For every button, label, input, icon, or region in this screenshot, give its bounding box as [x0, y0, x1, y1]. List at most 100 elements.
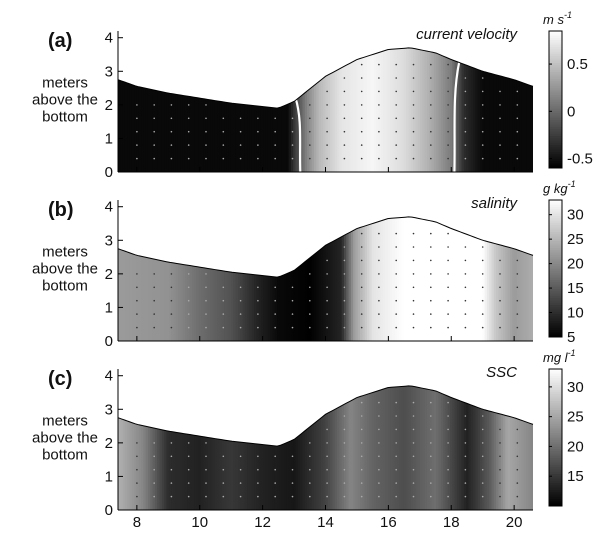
colorbar-segment — [549, 311, 562, 315]
colorbar-segment — [549, 202, 562, 206]
colorbar-segment — [549, 56, 562, 59]
heat-cell — [207, 47, 211, 172]
sample-point — [136, 442, 138, 444]
sample-point — [481, 415, 484, 417]
colorbar-segment — [549, 263, 562, 267]
colorbar-segment — [549, 282, 562, 285]
y-tick-label: 4 — [105, 368, 113, 385]
sample-point — [481, 144, 484, 146]
heat-cell — [267, 385, 271, 510]
sample-point — [430, 495, 432, 498]
sample-point — [447, 117, 449, 120]
heat-cell — [226, 385, 230, 510]
heat-cell — [154, 47, 158, 172]
sample-point — [170, 104, 173, 106]
sample-point — [464, 90, 467, 93]
heat-cell — [514, 385, 518, 510]
heat-cell — [343, 385, 347, 510]
colorbar-segment — [549, 108, 562, 112]
heat-cell — [496, 47, 500, 172]
heat-cell — [267, 216, 271, 341]
colorbar-segment — [549, 49, 562, 53]
colorbar-segment — [549, 444, 562, 448]
heat-cell — [150, 385, 154, 510]
sample-point — [447, 428, 449, 431]
sample-point — [481, 157, 484, 160]
heat-cell — [196, 385, 200, 510]
heat-cell — [224, 47, 227, 172]
sample-point — [153, 273, 155, 275]
heat-cell — [265, 47, 269, 172]
sample-point — [257, 495, 259, 498]
heat-cell — [516, 216, 520, 341]
heat-cell — [201, 216, 204, 341]
heat-cell — [235, 216, 239, 341]
sample-point — [239, 286, 242, 289]
sample-point — [360, 273, 363, 275]
sample-point — [222, 326, 225, 329]
colorbar-segment — [549, 503, 562, 507]
heat-cell — [426, 47, 430, 172]
water-surface-line — [117, 385, 534, 447]
sample-point — [412, 104, 415, 106]
heat-cell — [147, 47, 151, 172]
sample-point — [499, 442, 501, 444]
sample-point — [360, 77, 363, 79]
colorbar-segment — [549, 200, 562, 203]
heat-cell — [353, 216, 357, 341]
colorbar-segment — [549, 243, 562, 247]
heat-cell — [332, 216, 336, 341]
heat-cell — [194, 385, 197, 510]
sample-point — [360, 90, 363, 93]
heat-cell — [392, 216, 396, 341]
sample-point — [464, 77, 467, 79]
heat-cell — [376, 216, 380, 341]
sample-point — [412, 468, 415, 471]
sample-point — [516, 455, 519, 458]
heat-cell — [456, 47, 460, 172]
sample-point — [170, 482, 173, 484]
x-tick-label: 20 — [506, 514, 523, 531]
heat-cell — [260, 385, 264, 510]
heat-cell — [263, 385, 267, 510]
sample-point — [239, 468, 242, 471]
heat-cell — [431, 216, 435, 341]
heat-cell — [302, 47, 306, 172]
colorbar-tick-label: 0 — [567, 103, 575, 120]
heat-cell — [392, 47, 396, 172]
colorbar-segment — [549, 67, 562, 71]
sample-point — [412, 77, 415, 79]
colorbar-frame — [548, 368, 563, 507]
heat-cell — [362, 385, 366, 510]
colorbar-segment — [549, 231, 562, 235]
heat-cell — [194, 47, 197, 172]
heat-cell — [468, 385, 472, 510]
heat-cell — [401, 47, 405, 172]
sample-point — [205, 468, 207, 471]
heat-cell — [228, 47, 232, 172]
heat-cell — [466, 216, 470, 341]
heat-cell — [313, 47, 317, 172]
colorbar-segment — [549, 327, 562, 331]
heat-cell — [138, 216, 142, 341]
heat-cell — [337, 47, 340, 172]
heat-cell — [297, 385, 301, 510]
heat-cell — [357, 216, 361, 341]
colorbar-segment — [549, 222, 562, 226]
y-axis-label: meters above the bottom — [32, 413, 98, 464]
sample-point — [378, 482, 380, 484]
y-tick-label: 2 — [105, 97, 113, 114]
heat-cell — [521, 47, 525, 172]
sample-point — [395, 246, 398, 248]
sample-point — [309, 482, 311, 484]
heat-cell — [141, 385, 144, 510]
sample-point — [291, 313, 294, 315]
heat-cell — [141, 47, 144, 172]
colorbar-segment — [549, 403, 562, 407]
heat-cell — [159, 216, 163, 341]
heat-cell — [424, 385, 428, 510]
heat-cell — [263, 47, 267, 172]
heat-cell — [284, 385, 287, 510]
heat-cell — [410, 385, 414, 510]
heat-cell — [309, 385, 313, 510]
